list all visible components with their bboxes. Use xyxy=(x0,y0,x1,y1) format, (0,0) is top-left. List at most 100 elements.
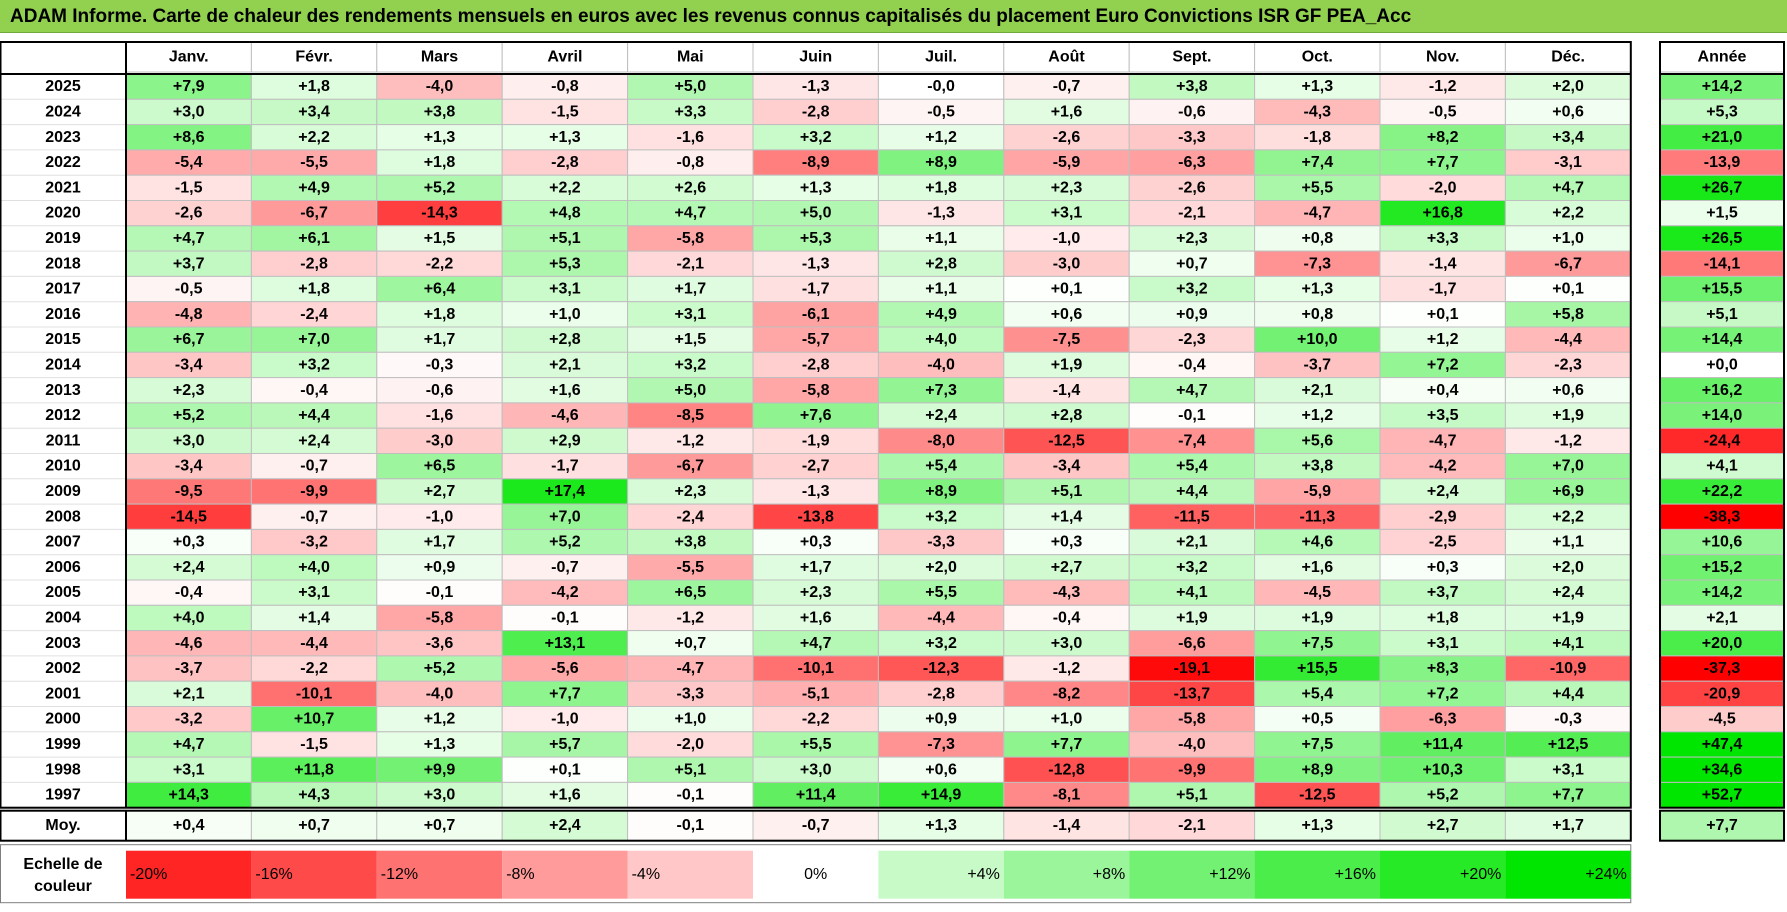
year-label: 1997 xyxy=(45,787,81,804)
heatmap-cell-value: +14,3 xyxy=(168,787,209,804)
average-cell-value: -0,7 xyxy=(802,817,830,834)
heatmap-cell-value: +3,0 xyxy=(800,761,832,778)
heatmap-cell-value: +3,1 xyxy=(1051,205,1083,222)
heatmap-cell-value: +4,7 xyxy=(800,635,832,652)
heatmap-cell xyxy=(501,579,629,606)
average-cell-value: -1,4 xyxy=(1053,817,1081,834)
heatmap-cell xyxy=(501,655,629,682)
heatmap-cell xyxy=(1254,453,1381,480)
heatmap-cell xyxy=(1003,453,1130,480)
heatmap-cell xyxy=(1128,275,1256,303)
scale-swatch-label: -20% xyxy=(130,866,167,883)
annual-cell-value: +5,3 xyxy=(1706,103,1738,120)
heatmap-cell-value: -1,2 xyxy=(1554,432,1582,449)
heatmap-cell xyxy=(376,680,503,708)
average-cell-value: -2,1 xyxy=(1178,817,1206,834)
heatmap-cell-value: -6,3 xyxy=(1429,711,1457,728)
heatmap-cell xyxy=(752,200,879,227)
heatmap-cell-value: +15,5 xyxy=(1297,660,1338,677)
heatmap-cell xyxy=(1128,579,1256,606)
heatmap-cell xyxy=(376,149,503,176)
heatmap-cell xyxy=(627,630,754,657)
year-label: 2022 xyxy=(45,154,81,171)
heatmap-cell-value: -9,5 xyxy=(175,483,203,500)
heatmap-cell-value: +2,0 xyxy=(1552,78,1584,95)
heatmap-cell-value: +2,3 xyxy=(173,382,205,399)
scale-swatch-label: +8% xyxy=(1093,866,1125,883)
heatmap-cell xyxy=(877,630,1005,657)
heatmap-cell xyxy=(1128,503,1256,530)
heatmap-cell xyxy=(501,351,629,379)
annual-cell-value: +4,1 xyxy=(1706,458,1738,475)
heatmap-cell xyxy=(877,250,1005,277)
annual-cell-value: +10,6 xyxy=(1702,534,1743,551)
heatmap-cell-value: +2,4 xyxy=(1427,483,1459,500)
heatmap-cell-value: -2,5 xyxy=(1429,534,1457,551)
heatmap-cell-value: +2,8 xyxy=(925,255,957,272)
heatmap-cell xyxy=(501,680,629,708)
heatmap-cell-value: +2,2 xyxy=(1552,205,1584,222)
heatmap-cell-value: -6,7 xyxy=(677,458,705,475)
average-cell xyxy=(1128,810,1256,842)
heatmap-cell-value: +6,7 xyxy=(173,331,205,348)
heatmap-cell xyxy=(501,554,629,581)
heatmap-cell xyxy=(752,781,879,809)
heatmap-cell xyxy=(877,756,1005,783)
annual-cell-value: -20,9 xyxy=(1704,685,1741,702)
heatmap-cell-value: +1,3 xyxy=(424,129,456,146)
heatmap-cell xyxy=(250,528,378,556)
heatmap-cell-value: -0,7 xyxy=(1053,78,1081,95)
heatmap-cell-value: +3,1 xyxy=(298,584,330,601)
heatmap-cell xyxy=(1003,706,1130,733)
heatmap-cell xyxy=(1003,731,1130,758)
heatmap-cell-value: +3,4 xyxy=(298,103,330,120)
annual-cell xyxy=(1659,630,1785,657)
heatmap-cell xyxy=(1003,301,1130,328)
heatmap-cell-value: +11,4 xyxy=(1423,736,1463,753)
heatmap-cell-value: +2,3 xyxy=(800,584,832,601)
year-label: 2004 xyxy=(45,609,81,626)
heatmap-cell-value: +3,3 xyxy=(675,103,707,120)
heatmap-cell-value: +5,2 xyxy=(424,179,456,196)
heatmap-cell-value: +3,2 xyxy=(1176,281,1208,298)
heatmap-cell xyxy=(1128,225,1256,252)
heatmap-cell-value: -3,0 xyxy=(426,432,454,449)
heatmap-cell-value: -0,1 xyxy=(677,787,705,804)
heatmap-cell-value: +11,8 xyxy=(294,761,334,778)
heatmap-cell-value: +3,0 xyxy=(173,432,205,449)
heatmap-cell-value: +0,1 xyxy=(1552,281,1584,298)
heatmap-cell xyxy=(627,275,754,303)
heatmap-cell xyxy=(1379,200,1506,227)
heatmap-cell-value: -2,8 xyxy=(802,356,830,373)
heatmap-cell xyxy=(752,528,879,556)
heatmap-cell xyxy=(1379,402,1506,429)
heatmap-cell xyxy=(1379,604,1506,632)
heatmap-cell xyxy=(1254,756,1381,783)
heatmap-cell xyxy=(1128,377,1256,404)
heatmap-cell-value: +2,1 xyxy=(549,356,581,373)
heatmap-cell-value: -3,0 xyxy=(1053,255,1081,272)
average-row-border xyxy=(0,809,1632,842)
heatmap-cell-value: +1,4 xyxy=(1051,508,1083,525)
heatmap-cell-value: +1,2 xyxy=(1427,331,1459,348)
heatmap-cell-value: -1,3 xyxy=(802,255,830,272)
scale-swatch-label: +16% xyxy=(1335,866,1376,883)
year-label: 1999 xyxy=(45,736,81,753)
heatmap-cell-value: +7,2 xyxy=(1427,685,1459,702)
heatmap-cell-value: +7,7 xyxy=(1552,787,1584,804)
heatmap-cell xyxy=(1379,149,1506,176)
heatmap-cell-value: +1,0 xyxy=(549,306,581,323)
heatmap-cell-value: +7,4 xyxy=(1302,154,1334,171)
average-label: Moy. xyxy=(45,817,80,834)
heatmap-cell-value: +5,2 xyxy=(173,407,205,424)
heatmap-cell xyxy=(501,98,629,126)
heatmap-cell xyxy=(1254,604,1381,632)
heatmap-cell xyxy=(877,528,1005,556)
heatmap-cell-value: -4,3 xyxy=(1304,103,1332,120)
heatmap-cell-value: +3,2 xyxy=(298,356,330,373)
month-header-label: Janv. xyxy=(169,49,209,66)
heatmap-cell xyxy=(376,427,503,455)
heatmap-cell-value: +5,5 xyxy=(1302,179,1334,196)
heatmap-cell xyxy=(627,351,754,379)
heatmap-cell xyxy=(627,225,754,252)
